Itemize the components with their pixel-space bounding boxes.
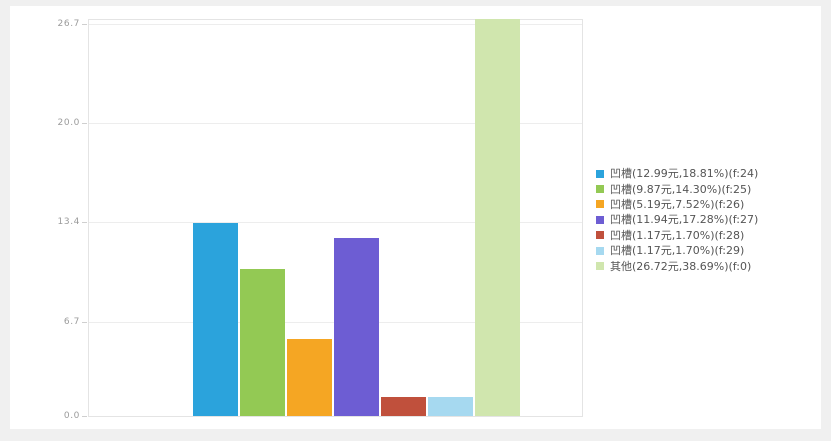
y-tick-label: 26.7 bbox=[57, 19, 80, 29]
plot-area bbox=[88, 19, 583, 417]
bar-f25[interactable] bbox=[240, 269, 285, 416]
y-tick-mark bbox=[82, 123, 87, 124]
y-tick-label: 0.0 bbox=[63, 411, 80, 421]
legend-item-label: 凹槽(1.17元,1.70%)(f:28) bbox=[610, 228, 745, 242]
legend-item-label: 凹槽(11.94元,17.28%)(f:27) bbox=[610, 213, 759, 227]
bar-f24[interactable] bbox=[193, 223, 238, 416]
y-tick-label: 6.7 bbox=[63, 317, 80, 327]
legend-swatch-icon bbox=[596, 231, 604, 240]
legend-swatch-icon bbox=[596, 215, 604, 224]
legend-swatch-icon bbox=[596, 185, 604, 194]
legend-item-f0[interactable]: 其他(26.72元,38.69%)(f:0) bbox=[596, 258, 816, 273]
y-tick-label: 13.4 bbox=[57, 217, 80, 227]
gridline bbox=[89, 222, 582, 223]
bar-f28[interactable] bbox=[381, 397, 426, 416]
y-axis-ticks bbox=[82, 19, 88, 417]
bars-layer bbox=[89, 19, 582, 416]
legend-swatch-icon bbox=[596, 200, 604, 209]
legend-item-label: 凹槽(5.19元,7.52%)(f:26) bbox=[610, 197, 745, 211]
legend-item-f27[interactable]: 凹槽(11.94元,17.28%)(f:27) bbox=[596, 212, 816, 227]
y-tick-label: 20.0 bbox=[57, 118, 80, 128]
legend-swatch-icon bbox=[596, 169, 604, 178]
bar-f27[interactable] bbox=[334, 238, 379, 416]
y-tick-mark bbox=[82, 322, 87, 323]
legend-item-f24[interactable]: 凹槽(12.99元,18.81%)(f:24) bbox=[596, 166, 816, 181]
plot-wrapper: 26.7 20.0 13.4 6.7 0.0 bbox=[10, 6, 610, 429]
y-axis-labels: 26.7 20.0 13.4 6.7 0.0 bbox=[10, 19, 80, 421]
legend-item-label: 其他(26.72元,38.69%)(f:0) bbox=[610, 259, 752, 273]
gridline bbox=[89, 123, 582, 124]
bar-f29[interactable] bbox=[428, 397, 473, 416]
legend-item-f25[interactable]: 凹槽(9.87元,14.30%)(f:25) bbox=[596, 181, 816, 196]
legend-swatch-icon bbox=[596, 246, 604, 255]
bar-f26[interactable] bbox=[287, 339, 332, 416]
legend-item-f26[interactable]: 凹槽(5.19元,7.52%)(f:26) bbox=[596, 197, 816, 212]
gridline bbox=[89, 24, 582, 25]
legend-item-label: 凹槽(9.87元,14.30%)(f:25) bbox=[610, 182, 752, 196]
chart-card: 26.7 20.0 13.4 6.7 0.0 bbox=[10, 6, 821, 429]
legend-item-label: 凹槽(12.99元,18.81%)(f:24) bbox=[610, 167, 759, 181]
y-tick-mark bbox=[82, 222, 87, 223]
legend-item-label: 凹槽(1.17元,1.70%)(f:29) bbox=[610, 244, 745, 258]
bar-f0[interactable] bbox=[475, 19, 520, 416]
legend-item-f28[interactable]: 凹槽(1.17元,1.70%)(f:28) bbox=[596, 228, 816, 243]
y-tick-mark bbox=[82, 416, 87, 417]
legend-item-f29[interactable]: 凹槽(1.17元,1.70%)(f:29) bbox=[596, 243, 816, 258]
legend-swatch-icon bbox=[596, 262, 604, 271]
chart-legend: 凹槽(12.99元,18.81%)(f:24) 凹槽(9.87元,14.30%)… bbox=[596, 166, 816, 274]
y-tick-mark bbox=[82, 24, 87, 25]
